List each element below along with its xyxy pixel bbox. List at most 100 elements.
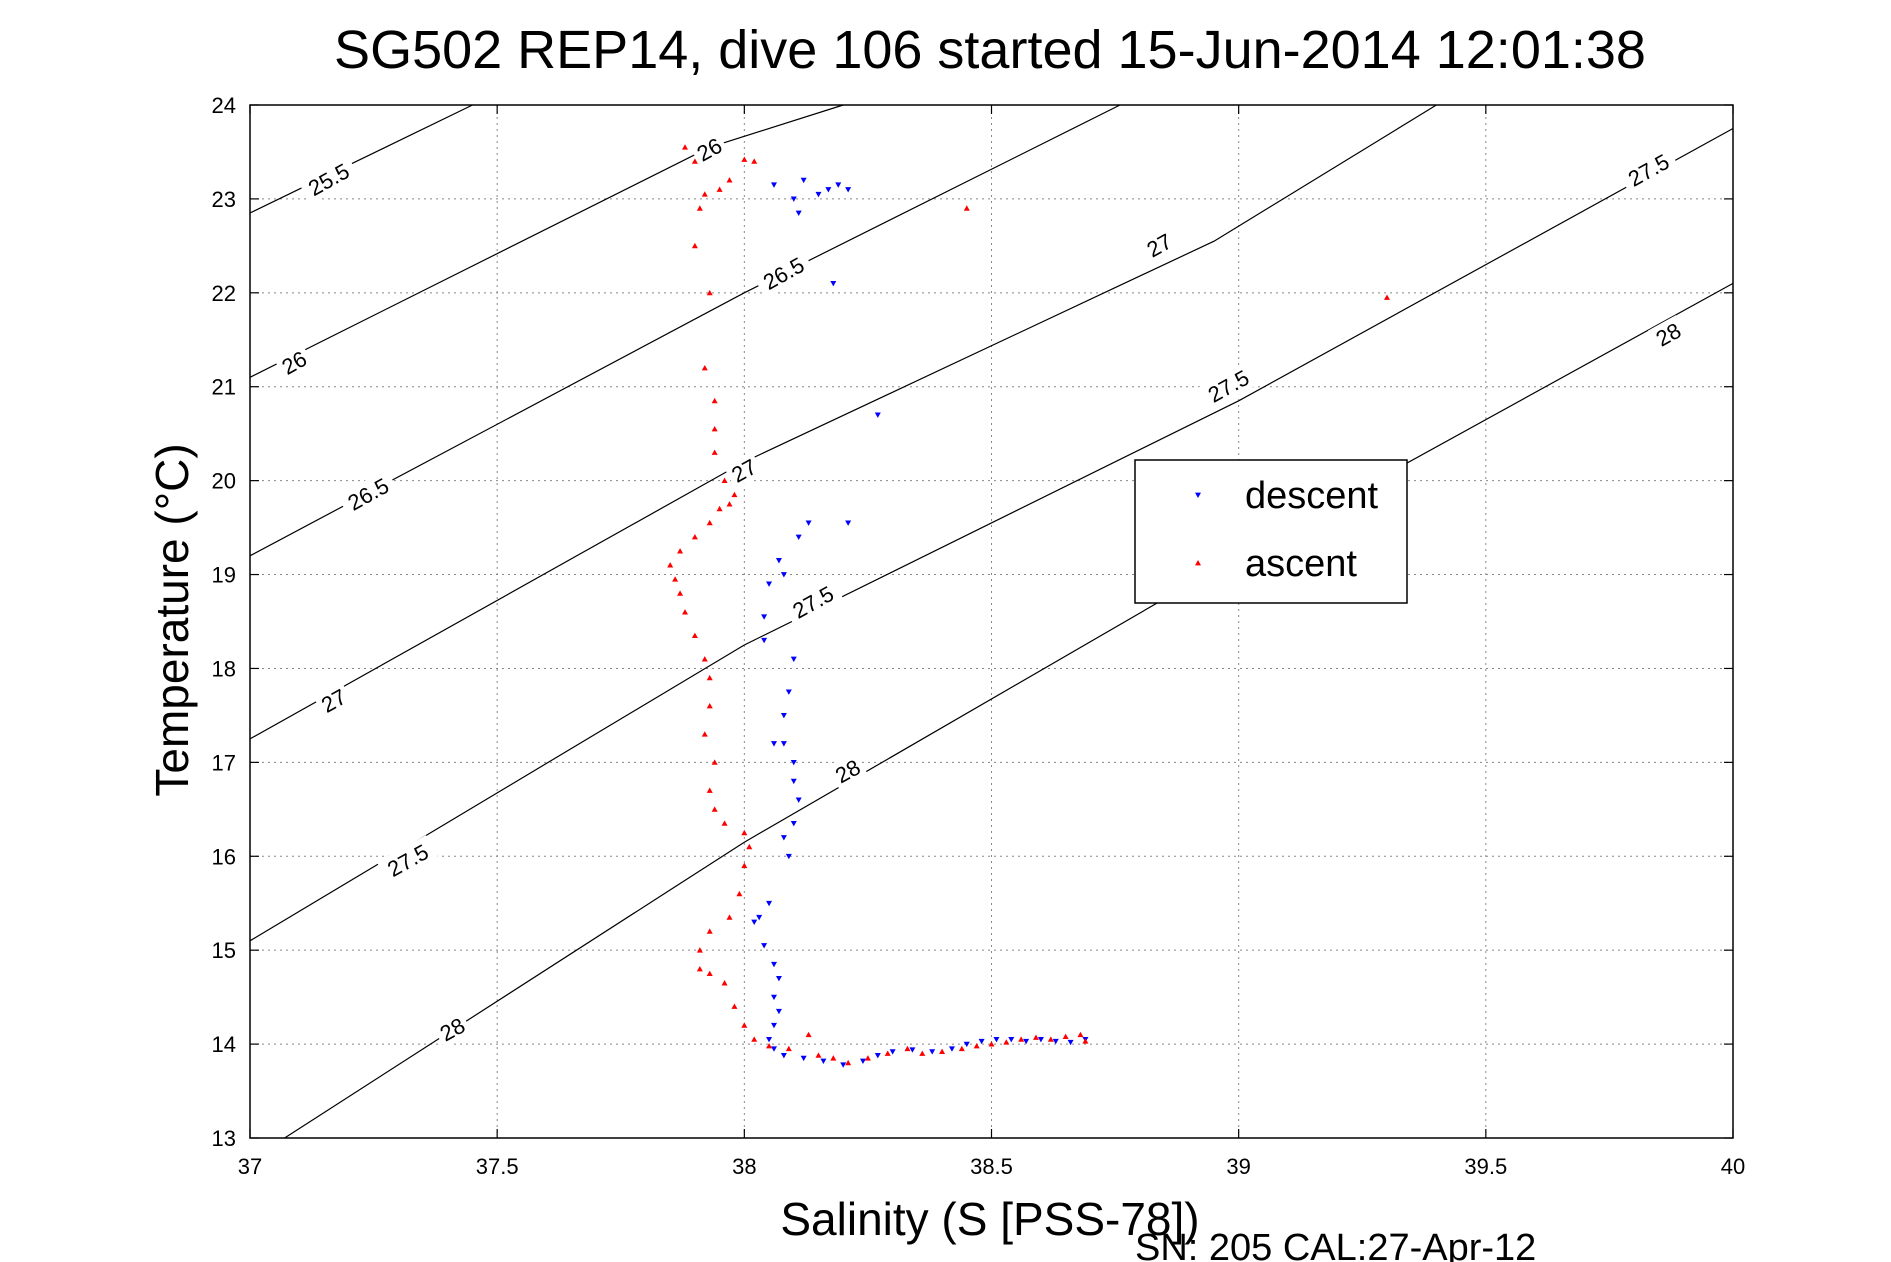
- data-point-descent: [761, 637, 768, 644]
- data-point-ascent: [1383, 294, 1390, 300]
- data-point-ascent: [1018, 1036, 1025, 1042]
- serial-calibration-footer: SN: 205 CAL:27-Apr-12: [1135, 1227, 1536, 1262]
- data-point-ascent: [711, 806, 718, 812]
- data-point-ascent: [721, 820, 728, 826]
- data-point-ascent: [706, 970, 713, 977]
- data-point-descent: [840, 1062, 847, 1068]
- data-point-descent: [909, 1047, 916, 1053]
- grid-lines: [250, 105, 1733, 1138]
- data-point-descent: [929, 1049, 936, 1055]
- x-axis-ticks: 37 37.5 38 38.5 39 39.5 40: [238, 105, 1745, 1179]
- data-point-ascent: [766, 1042, 773, 1049]
- data-point-ascent: [751, 158, 758, 164]
- data-point-ascent: [706, 674, 713, 681]
- data-point-ascent: [711, 759, 718, 765]
- data-point-descent: [761, 943, 768, 949]
- data-point-ascent: [1047, 1036, 1054, 1042]
- data-point-descent: [761, 614, 768, 620]
- legend-marker-ascent: [1195, 560, 1201, 566]
- data-point-ascent: [706, 289, 713, 296]
- contour-label-bg: [376, 835, 439, 886]
- data-point-descent: [790, 656, 797, 663]
- series-ascent: [667, 144, 1390, 1066]
- data-point-ascent: [706, 703, 713, 709]
- x-tick-label: 39: [1226, 1154, 1250, 1179]
- data-point-descent: [790, 778, 797, 785]
- data-point-descent: [766, 1036, 773, 1043]
- data-point-descent: [795, 210, 802, 216]
- data-point-descent: [859, 1058, 866, 1064]
- data-point-ascent: [696, 205, 703, 211]
- data-point-descent: [963, 1041, 970, 1048]
- data-point-ascent: [731, 491, 738, 498]
- data-point-descent: [1023, 1038, 1030, 1045]
- contour-label-bg: [273, 343, 315, 382]
- data-point-ascent: [1032, 1034, 1039, 1040]
- x-tick-label: 37.5: [476, 1154, 519, 1179]
- data-point-descent: [766, 581, 773, 587]
- data-point-ascent: [726, 501, 733, 507]
- data-point-descent: [751, 919, 758, 926]
- data-point-descent: [780, 835, 787, 841]
- data-point-ascent: [672, 576, 679, 582]
- data-point-ascent: [805, 1031, 812, 1038]
- data-point-ascent: [726, 177, 733, 183]
- data-point-descent: [766, 900, 773, 907]
- data-series: [667, 144, 1390, 1068]
- y-tick-label: 24: [212, 93, 236, 118]
- isopycnal-line: [284, 282, 1734, 1139]
- y-tick-label: 13: [212, 1126, 236, 1151]
- y-tick-label: 19: [212, 563, 236, 588]
- data-point-ascent: [677, 548, 684, 554]
- data-point-ascent: [741, 156, 748, 162]
- y-axis-label: Temperature (°C): [146, 443, 198, 796]
- data-point-descent: [889, 1049, 896, 1055]
- data-point-descent: [770, 961, 777, 968]
- data-point-ascent: [706, 928, 713, 934]
- data-point-descent: [1037, 1036, 1044, 1043]
- data-point-ascent: [815, 1052, 822, 1058]
- data-point-ascent: [1062, 1033, 1069, 1039]
- legend: descent ascent: [1134, 459, 1408, 604]
- data-point-descent: [1067, 1039, 1074, 1046]
- contour-label-bg: [337, 468, 399, 519]
- data-point-descent: [775, 1008, 782, 1015]
- contour-label-bg: [782, 576, 844, 627]
- data-point-ascent: [904, 1045, 911, 1052]
- chart-title: SG502 REP14, dive 106 started 15-Jun-201…: [334, 20, 1646, 80]
- data-point-ascent: [741, 829, 748, 836]
- x-tick-label: 38: [732, 1154, 756, 1179]
- data-point-descent: [1052, 1038, 1059, 1045]
- contour-label-bg: [1617, 144, 1680, 195]
- data-point-descent: [978, 1038, 985, 1045]
- data-point-ascent: [751, 1036, 758, 1042]
- data-point-descent: [770, 1046, 777, 1052]
- data-point-descent: [830, 281, 837, 287]
- data-point-ascent: [1003, 1039, 1010, 1045]
- isopycnal-line: [249, 127, 1734, 942]
- contour-label-bg: [313, 681, 354, 720]
- y-tick-label: 22: [212, 281, 236, 306]
- y-tick-label: 20: [212, 469, 236, 494]
- contour-label-bg: [297, 154, 360, 205]
- data-point-ascent: [845, 1059, 852, 1066]
- data-point-ascent: [988, 1041, 995, 1047]
- data-point-descent: [825, 187, 832, 193]
- legend-label-descent: descent: [1245, 475, 1379, 517]
- data-point-ascent: [736, 890, 743, 897]
- data-point-ascent: [706, 519, 713, 526]
- data-point-descent: [770, 994, 777, 1001]
- y-tick-label: 15: [212, 938, 236, 963]
- data-point-ascent: [711, 397, 718, 404]
- data-point-descent: [780, 572, 787, 578]
- data-point-ascent: [963, 205, 970, 211]
- isopycnal-line: [249, 104, 1437, 740]
- isopycnal-line: [249, 104, 1121, 557]
- legend-marker-descent: [1195, 492, 1201, 498]
- data-point-ascent: [1077, 1031, 1084, 1038]
- data-point-descent: [780, 741, 787, 747]
- data-point-descent: [820, 1058, 827, 1064]
- data-point-ascent: [716, 186, 723, 192]
- data-point-ascent: [691, 632, 698, 638]
- y-tick-label: 14: [212, 1032, 236, 1057]
